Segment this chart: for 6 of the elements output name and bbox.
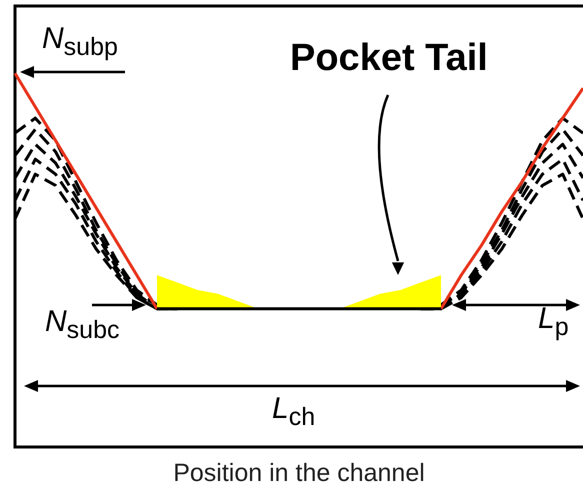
x-axis-title: Position in the channel xyxy=(173,458,425,487)
annotation: L$_{p}$ xyxy=(538,302,569,341)
text: N$_{subp}$ xyxy=(42,22,118,61)
annotation: Pocket Tail xyxy=(290,37,488,80)
annotation: L$_{ch}$ xyxy=(272,392,316,431)
annotation: N$_{subc}$ xyxy=(45,305,120,344)
